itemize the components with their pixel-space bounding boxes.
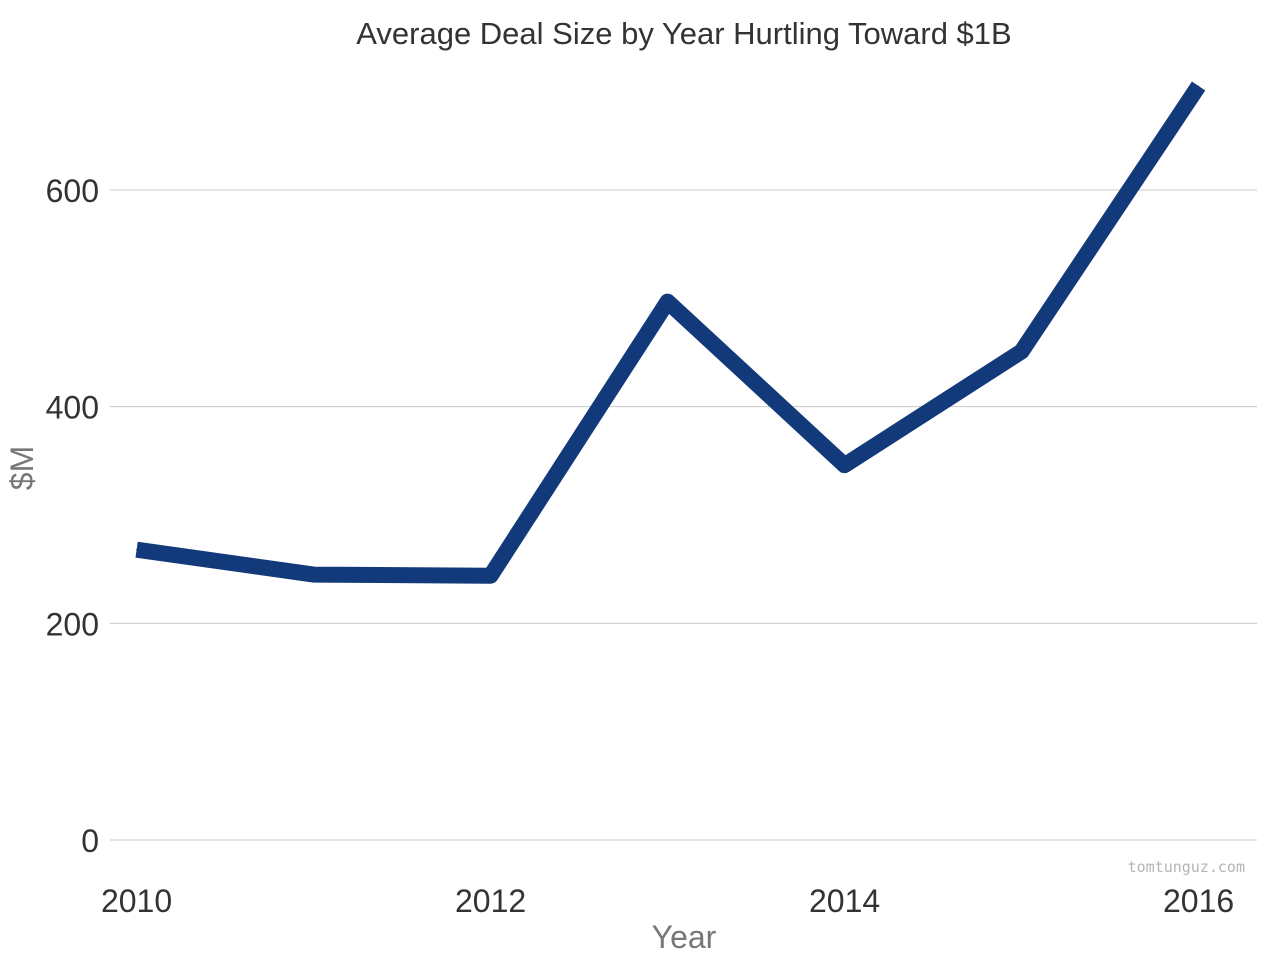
y-tick-label: 200	[46, 606, 99, 642]
x-tick-label: 2010	[101, 883, 172, 919]
x-axis-label: Year	[652, 919, 717, 955]
series-line	[135, 81, 1206, 584]
y-tick-label: 600	[46, 173, 99, 209]
y-axis-ticks: 0 200 400 600	[46, 173, 99, 859]
data-point-2013	[667, 301, 669, 303]
data-point-2014	[844, 464, 846, 466]
x-tick-label: 2014	[809, 883, 880, 919]
chart-title: Average Deal Size by Year Hurtling Towar…	[356, 16, 1011, 51]
x-tick-label: 2016	[1163, 883, 1234, 919]
data-point-2016	[1198, 85, 1200, 87]
data-point-2015	[1021, 350, 1023, 352]
y-tick-label: 0	[81, 823, 99, 859]
y-tick-label: 400	[46, 390, 99, 426]
data-point-2010	[136, 549, 138, 551]
gridlines	[110, 189, 1257, 841]
watermark: tomtunguz.com	[1128, 858, 1245, 876]
series-layer	[135, 81, 1206, 584]
data-point-2011	[313, 574, 315, 576]
x-axis-ticks: 2010 2012 2014 2016	[101, 883, 1234, 919]
y-axis-label: $M	[4, 446, 40, 490]
data-point-2012	[490, 575, 492, 577]
x-tick-label: 2012	[455, 883, 526, 919]
